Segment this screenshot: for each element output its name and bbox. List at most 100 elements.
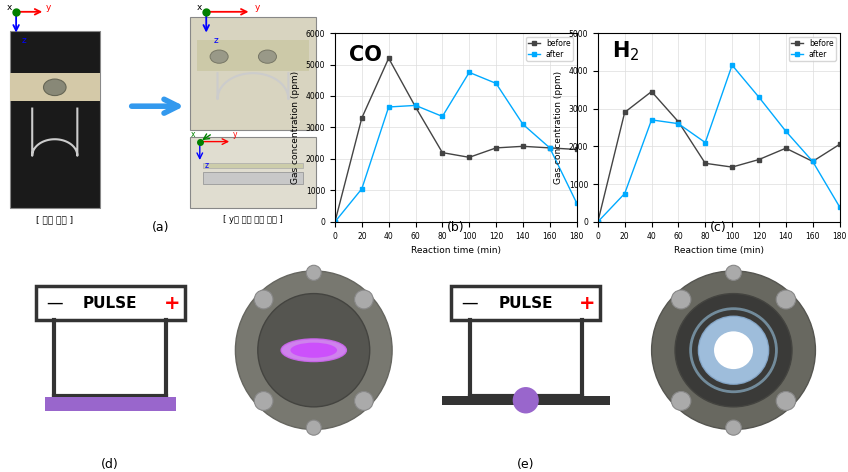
before <box>781 145 791 151</box>
after <box>754 94 764 100</box>
Line: before: before <box>595 89 842 224</box>
Text: (b): (b) <box>447 220 465 234</box>
Bar <box>45 397 176 411</box>
Ellipse shape <box>290 343 337 358</box>
after <box>464 69 474 75</box>
Y-axis label: Gas concentration (ppm): Gas concentration (ppm) <box>554 71 563 184</box>
after <box>834 204 845 210</box>
Text: +: + <box>579 294 595 312</box>
after <box>572 200 582 206</box>
Y-axis label: Gas concentration (ppm): Gas concentration (ppm) <box>291 71 300 184</box>
Circle shape <box>513 387 538 413</box>
Text: (d): (d) <box>102 458 119 471</box>
before <box>438 150 448 155</box>
Bar <box>197 40 310 71</box>
after <box>357 186 367 192</box>
before <box>593 219 603 225</box>
after <box>410 102 421 108</box>
Text: (c): (c) <box>711 220 727 234</box>
before <box>572 147 582 152</box>
X-axis label: Reaction time (min): Reaction time (min) <box>673 246 764 255</box>
Bar <box>588 396 610 405</box>
before <box>330 219 340 225</box>
Circle shape <box>254 391 273 410</box>
before <box>646 89 656 94</box>
after <box>544 145 555 151</box>
Circle shape <box>714 331 753 369</box>
after <box>781 128 791 134</box>
Text: z: z <box>214 35 218 45</box>
Text: y: y <box>233 130 237 139</box>
Line: after: after <box>332 70 579 224</box>
before <box>464 154 474 160</box>
Circle shape <box>210 50 228 63</box>
before <box>727 164 737 170</box>
after <box>383 104 393 110</box>
Circle shape <box>776 391 795 410</box>
Text: +: + <box>164 294 180 312</box>
after <box>807 159 817 164</box>
Text: y: y <box>255 2 260 12</box>
before <box>410 104 421 110</box>
Bar <box>9 73 100 101</box>
Text: z: z <box>204 160 209 169</box>
X-axis label: Reaction time (min): Reaction time (min) <box>410 246 501 255</box>
before <box>491 145 501 151</box>
Circle shape <box>672 290 691 309</box>
after <box>620 191 630 196</box>
after <box>518 121 528 127</box>
after <box>727 62 737 68</box>
after <box>646 117 656 123</box>
before <box>518 143 528 149</box>
Bar <box>9 31 100 208</box>
Circle shape <box>306 420 321 435</box>
after <box>330 219 340 225</box>
Text: x: x <box>7 2 13 12</box>
Text: H$_2$: H$_2$ <box>612 40 640 63</box>
after <box>700 140 711 145</box>
Legend: before, after: before, after <box>526 37 572 61</box>
after <box>491 81 501 86</box>
Text: PULSE: PULSE <box>499 295 553 311</box>
Circle shape <box>354 290 373 309</box>
Text: x: x <box>197 2 203 12</box>
Bar <box>203 172 303 184</box>
Circle shape <box>236 271 392 430</box>
Bar <box>451 286 600 320</box>
before <box>834 142 845 147</box>
before <box>357 115 367 121</box>
Circle shape <box>776 290 795 309</box>
Text: —: — <box>461 294 478 312</box>
Bar <box>190 17 315 130</box>
before <box>754 157 764 162</box>
Circle shape <box>726 420 741 435</box>
Legend: before, after: before, after <box>789 37 835 61</box>
Bar <box>190 137 315 208</box>
Circle shape <box>651 271 816 430</box>
Circle shape <box>354 391 373 410</box>
Circle shape <box>675 294 792 407</box>
before <box>620 110 630 115</box>
before <box>673 119 683 125</box>
Circle shape <box>699 316 768 384</box>
Text: x: x <box>191 130 196 139</box>
Circle shape <box>672 391 691 410</box>
before <box>383 55 393 61</box>
Text: (e): (e) <box>517 458 534 471</box>
Bar <box>36 286 185 320</box>
Bar <box>203 163 303 168</box>
Text: [ y축 방향 확장 전극 ]: [ y축 방향 확장 전극 ] <box>223 215 283 224</box>
Circle shape <box>43 79 66 95</box>
Text: CO: CO <box>349 45 382 65</box>
Circle shape <box>254 290 273 309</box>
after <box>438 114 448 119</box>
Circle shape <box>306 265 321 280</box>
Circle shape <box>258 294 370 407</box>
Line: before: before <box>332 56 579 224</box>
before <box>700 160 711 166</box>
Bar <box>460 396 591 405</box>
Bar <box>442 396 464 405</box>
before <box>544 145 555 151</box>
Text: (a): (a) <box>153 220 170 234</box>
Ellipse shape <box>282 339 346 362</box>
